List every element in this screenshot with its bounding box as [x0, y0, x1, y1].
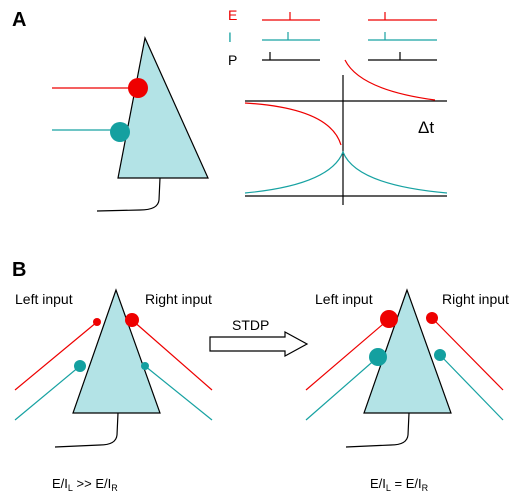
page: {"panel_a": {"label": "A", "trace_labels…: [0, 0, 521, 496]
synapse: [128, 78, 148, 98]
input-label: Left input: [315, 291, 373, 307]
arrow: [210, 332, 307, 356]
synapse: [110, 122, 130, 142]
panel-label: B: [12, 259, 26, 281]
arrow-label: STDP: [232, 317, 269, 333]
caption: E/IL >> E/IR: [52, 476, 118, 493]
caption: E/IL = E/IR: [370, 476, 429, 493]
stdp-curve: [245, 60, 435, 145]
trace-label: E: [228, 7, 237, 23]
input-label: Left input: [15, 291, 73, 307]
trace-label: I: [228, 29, 232, 45]
caption-part: >> E/I: [73, 476, 111, 491]
input-label: Right input: [145, 291, 212, 307]
input-label: Right input: [442, 291, 509, 307]
spike-trains: [262, 12, 437, 60]
neuron: [118, 38, 208, 178]
axes: [245, 75, 447, 205]
trace-label: P: [228, 52, 237, 68]
caption-part: E/I: [370, 476, 386, 491]
caption-part: R: [422, 483, 429, 493]
axon: [97, 178, 160, 211]
neuron-after: [306, 290, 503, 447]
caption-part: R: [111, 483, 118, 493]
caption-part: = E/I: [391, 476, 422, 491]
neuron-before: [15, 290, 212, 447]
panel-label: A: [12, 9, 26, 31]
figure: A E I P Δt B Left input Right input STDP…: [0, 0, 521, 496]
stdp-curve: [245, 152, 447, 193]
axis-label: Δt: [418, 118, 434, 137]
caption-part: E/I: [52, 476, 68, 491]
